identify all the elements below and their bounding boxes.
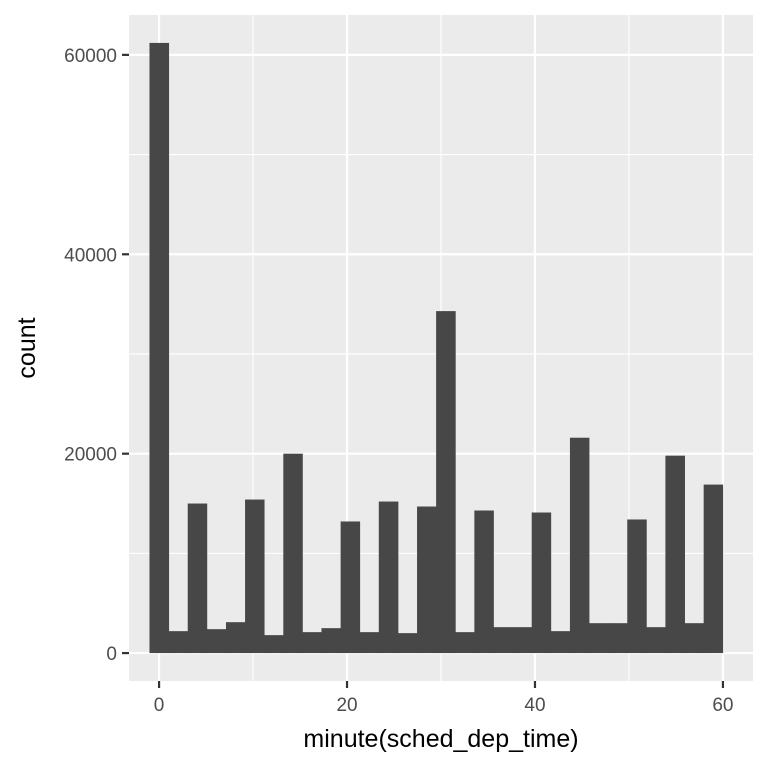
histogram-bar bbox=[321, 628, 342, 654]
y-tick-label: 0 bbox=[106, 644, 117, 665]
histogram-bar bbox=[684, 623, 705, 654]
histogram-bar bbox=[168, 631, 189, 654]
histogram-bar bbox=[512, 627, 533, 654]
y-tick-label: 20000 bbox=[64, 445, 117, 466]
x-axis: 0 20 40 60 bbox=[154, 681, 733, 716]
histogram-bar bbox=[474, 510, 494, 654]
histogram-bar bbox=[665, 455, 685, 654]
histogram-bar bbox=[569, 437, 590, 654]
histogram-bar bbox=[417, 506, 437, 654]
x-axis-title: minute(sched_dep_time) bbox=[303, 725, 578, 753]
histogram-bar bbox=[149, 42, 170, 654]
histogram-bar bbox=[646, 627, 666, 654]
histogram-bar bbox=[378, 501, 399, 654]
histogram-bar bbox=[245, 499, 265, 654]
y-axis: 0 20000 40000 60000 bbox=[64, 46, 129, 665]
histogram-bar bbox=[627, 519, 647, 654]
x-tick-label: 40 bbox=[524, 695, 545, 716]
histogram-bar bbox=[187, 503, 208, 654]
histogram-bar bbox=[531, 512, 552, 654]
histogram-bar bbox=[397, 633, 418, 654]
histogram-bar bbox=[455, 632, 475, 654]
histogram-bar bbox=[264, 635, 284, 654]
histogram-bar bbox=[302, 632, 322, 654]
histogram-bar bbox=[608, 623, 628, 654]
x-tick-label: 60 bbox=[712, 695, 733, 716]
histogram-bar bbox=[436, 311, 456, 654]
histogram-bar bbox=[225, 622, 246, 654]
y-tick-label: 40000 bbox=[64, 245, 117, 266]
histogram-bar bbox=[206, 629, 227, 654]
histogram-bar bbox=[340, 521, 361, 654]
histogram-bar bbox=[283, 453, 303, 654]
y-tick-label: 60000 bbox=[64, 46, 117, 67]
y-axis-title: count bbox=[13, 317, 41, 378]
x-tick-label: 20 bbox=[336, 695, 357, 716]
histogram-bars bbox=[149, 42, 724, 654]
x-tick-label: 0 bbox=[154, 695, 165, 716]
histogram-bar bbox=[589, 623, 609, 654]
histogram-bar bbox=[550, 631, 571, 654]
histogram-bar bbox=[359, 632, 380, 654]
histogram-bar bbox=[493, 627, 514, 654]
histogram-bar bbox=[703, 484, 724, 654]
